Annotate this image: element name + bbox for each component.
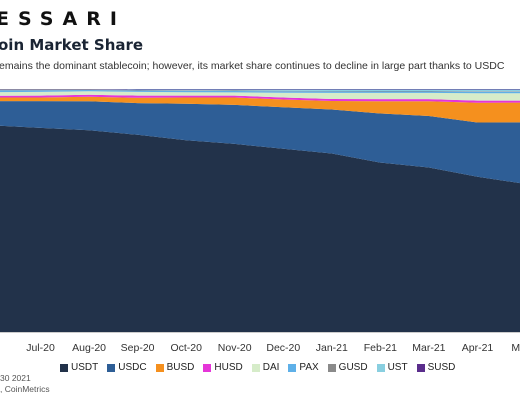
legend-item-usdt: USDT xyxy=(60,362,98,373)
area-pax xyxy=(0,90,520,94)
legend-swatch xyxy=(203,363,212,372)
legend-swatch xyxy=(327,363,336,372)
legend-swatch xyxy=(60,363,68,372)
x-tick-label: Jul-20 xyxy=(26,342,55,354)
legend-item-busd: BUSD xyxy=(155,362,195,373)
legend-label: DAI xyxy=(262,362,280,373)
x-tick-label: Mar-21 xyxy=(412,342,445,354)
legend-label: UST xyxy=(387,362,408,373)
legend-swatch xyxy=(416,363,425,372)
x-tick-label: Dec-20 xyxy=(266,342,300,354)
chart-legend: USDT USDC BUSD HUSD DAI PAX GUSD UST SUS… xyxy=(60,362,455,373)
brand-logo: ESSARI xyxy=(0,8,126,30)
legend-label: PAX xyxy=(299,362,319,373)
area-gusd xyxy=(0,89,520,92)
x-tick-label: Apr-21 xyxy=(462,342,494,354)
area-susd xyxy=(0,89,520,90)
x-tick-label: Jan-21 xyxy=(316,342,348,354)
area-ust xyxy=(0,89,520,92)
legend-item-susd: SUSD xyxy=(416,362,456,373)
legend-label: SUSD xyxy=(427,362,456,373)
footnote-date: 30 2021 xyxy=(0,373,31,383)
area-dai xyxy=(0,91,520,101)
legend-item-husd: HUSD xyxy=(203,362,243,373)
x-tick-label: Oct-20 xyxy=(170,342,202,354)
legend-label: BUSD xyxy=(166,362,195,373)
area-husd xyxy=(0,94,520,103)
footnote-source: , CoinMetrics xyxy=(0,384,50,394)
x-tick-label: Sep-20 xyxy=(121,342,155,354)
legend-label: GUSD xyxy=(338,362,368,373)
legend-swatch xyxy=(155,363,164,372)
x-tick-label: Nov-20 xyxy=(218,342,252,354)
legend-item-ust: UST xyxy=(376,362,408,373)
legend-item-pax: PAX xyxy=(288,362,319,373)
legend-swatch xyxy=(288,363,297,372)
chart-subtitle: emains the dominant stablecoin; however,… xyxy=(0,60,505,72)
legend-label: HUSD xyxy=(214,362,243,373)
area-busd xyxy=(0,96,520,123)
legend-item-dai: DAI xyxy=(251,362,280,373)
area-usdc xyxy=(0,101,520,184)
legend-swatch xyxy=(376,363,385,372)
legend-swatch xyxy=(251,363,260,372)
chart-title: oin Market Share xyxy=(0,36,144,54)
legend-swatch xyxy=(107,363,116,372)
x-tick-label: May-2 xyxy=(511,342,520,354)
x-tick-label: Aug-20 xyxy=(72,342,106,354)
legend-label: USDT xyxy=(71,362,99,373)
source-footnote: 30 2021 , CoinMetrics xyxy=(0,373,50,395)
legend-label: USDC xyxy=(118,362,147,373)
x-tick-label: Feb-21 xyxy=(364,342,397,354)
legend-item-usdc: USDC xyxy=(107,362,147,373)
area-usdt xyxy=(0,125,520,332)
legend-item-gusd: GUSD xyxy=(327,362,368,373)
